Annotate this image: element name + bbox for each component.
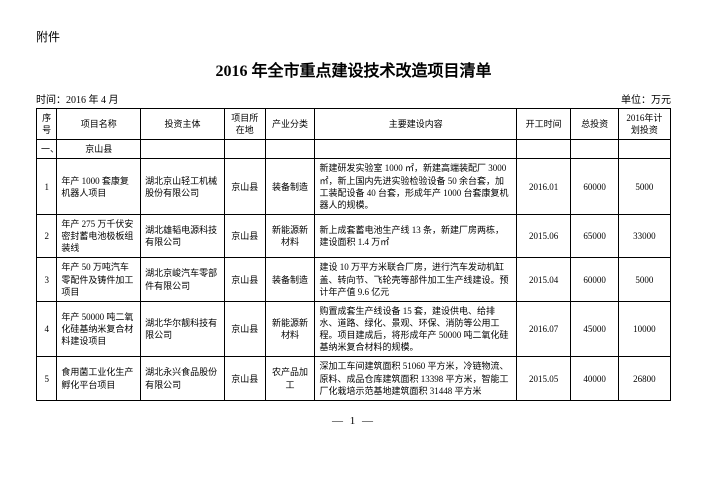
cell-category: 装备制造 [265, 258, 315, 301]
table-row: 5食用菌工业化生产孵化平台项目湖北永兴食品股份有限公司京山县农产品加工深加工车间… [37, 357, 671, 400]
cell-location: 京山县 [224, 214, 265, 257]
cell-plan: 5000 [618, 258, 670, 301]
empty-cell [141, 140, 225, 159]
cell-plan: 10000 [618, 301, 670, 357]
cell-seq: 1 [37, 159, 57, 215]
cell-investor: 湖北永兴食品股份有限公司 [141, 357, 225, 400]
cell-total: 65000 [571, 214, 619, 257]
page-number: — 1 — [36, 415, 671, 427]
table-row: 4年产 50000 吨二氧化硅基纳米复合材料建设项目湖北华尔靓科技有限公司京山县… [37, 301, 671, 357]
cell-content: 建设 10 万平方米联合厂房，进行汽车发动机缸盖、转向节、飞轮壳等部件加工生产线… [315, 258, 517, 301]
cell-total: 40000 [571, 357, 619, 400]
empty-cell [571, 140, 619, 159]
empty-cell [315, 140, 517, 159]
cell-name: 年产 275 万千伏安密封蓄电池极板组装线 [57, 214, 141, 257]
cell-total: 60000 [571, 159, 619, 215]
th-investor: 投资主体 [141, 109, 225, 140]
empty-cell [618, 140, 670, 159]
time-label: 时间： [36, 95, 66, 106]
unit-label: 单位： [621, 95, 651, 106]
cell-content: 新上成套蓄电池生产线 13 条，新建厂房两栋，建设面积 1.4 万㎡ [315, 214, 517, 257]
empty-cell [516, 140, 570, 159]
unit-info: 单位：万元 [621, 91, 671, 106]
th-name: 项目名称 [57, 109, 141, 140]
th-start: 开工时间 [516, 109, 570, 140]
empty-cell [265, 140, 315, 159]
table-header-row: 序号 项目名称 投资主体 项目所在地 产业分类 主要建设内容 开工时间 总投资 … [37, 109, 671, 140]
table-row: 2年产 275 万千伏安密封蓄电池极板组装线湖北雄韬电源科技有限公司京山县新能源… [37, 214, 671, 257]
cell-seq: 5 [37, 357, 57, 400]
cell-content: 新建研发实验室 1000 ㎡，新建高端装配厂 3000 ㎡，新上国内先进实验检验… [315, 159, 517, 215]
cell-start: 2016.07 [516, 301, 570, 357]
cell-start: 2016.01 [516, 159, 570, 215]
time-value: 2016 年 4 月 [66, 95, 119, 106]
table-body: 一、 京山县 1年产 1000 套康复机器人项目湖北京山轻工机械股份有限公司京山… [37, 140, 671, 401]
time-info: 时间：2016 年 4 月 [36, 91, 119, 106]
cell-location: 京山县 [224, 258, 265, 301]
county-row: 一、 京山县 [37, 140, 671, 159]
attachment-label: 附件 [36, 28, 671, 45]
table-row: 1年产 1000 套康复机器人项目湖北京山轻工机械股份有限公司京山县装备制造新建… [37, 159, 671, 215]
cell-plan: 26800 [618, 357, 670, 400]
cell-start: 2015.04 [516, 258, 570, 301]
cell-start: 2015.05 [516, 357, 570, 400]
cell-category: 新能源新材料 [265, 214, 315, 257]
cell-name: 年产 1000 套康复机器人项目 [57, 159, 141, 215]
th-total: 总投资 [571, 109, 619, 140]
cell-location: 京山县 [224, 357, 265, 400]
empty-cell [224, 140, 265, 159]
cell-category: 装备制造 [265, 159, 315, 215]
cell-investor: 湖北京山轻工机械股份有限公司 [141, 159, 225, 215]
table-row: 3年产 50 万吨汽车零配件及铸件加工项目湖北京峻汽车零部件有限公司京山县装备制… [37, 258, 671, 301]
cell-content: 深加工车间建筑面积 51060 平方米，冷链物流、原料、成品仓库建筑面积 133… [315, 357, 517, 400]
cell-seq: 2 [37, 214, 57, 257]
cell-seq: 4 [37, 301, 57, 357]
cell-plan: 5000 [618, 159, 670, 215]
cell-investor: 湖北京峻汽车零部件有限公司 [141, 258, 225, 301]
cell-category: 新能源新材料 [265, 301, 315, 357]
th-location: 项目所在地 [224, 109, 265, 140]
county-seq: 一、 [37, 140, 57, 159]
meta-row: 时间：2016 年 4 月 单位：万元 [36, 91, 671, 106]
page-title: 2016 年全市重点建设技术改造项目清单 [36, 57, 671, 81]
county-name: 京山县 [57, 140, 141, 159]
cell-content: 购置成套生产线设备 15 套，建设供电、给排水、道路、绿化、景观、环保、消防等公… [315, 301, 517, 357]
cell-total: 60000 [571, 258, 619, 301]
cell-plan: 33000 [618, 214, 670, 257]
cell-category: 农产品加工 [265, 357, 315, 400]
th-content: 主要建设内容 [315, 109, 517, 140]
cell-name: 年产 50000 吨二氧化硅基纳米复合材料建设项目 [57, 301, 141, 357]
cell-location: 京山县 [224, 159, 265, 215]
cell-investor: 湖北华尔靓科技有限公司 [141, 301, 225, 357]
cell-investor: 湖北雄韬电源科技有限公司 [141, 214, 225, 257]
cell-start: 2015.06 [516, 214, 570, 257]
th-category: 产业分类 [265, 109, 315, 140]
cell-total: 45000 [571, 301, 619, 357]
unit-value: 万元 [651, 95, 671, 106]
th-plan: 2016年计划投资 [618, 109, 670, 140]
th-seq: 序号 [37, 109, 57, 140]
cell-location: 京山县 [224, 301, 265, 357]
cell-seq: 3 [37, 258, 57, 301]
cell-name: 食用菌工业化生产孵化平台项目 [57, 357, 141, 400]
cell-name: 年产 50 万吨汽车零配件及铸件加工项目 [57, 258, 141, 301]
projects-table: 序号 项目名称 投资主体 项目所在地 产业分类 主要建设内容 开工时间 总投资 … [36, 108, 671, 401]
